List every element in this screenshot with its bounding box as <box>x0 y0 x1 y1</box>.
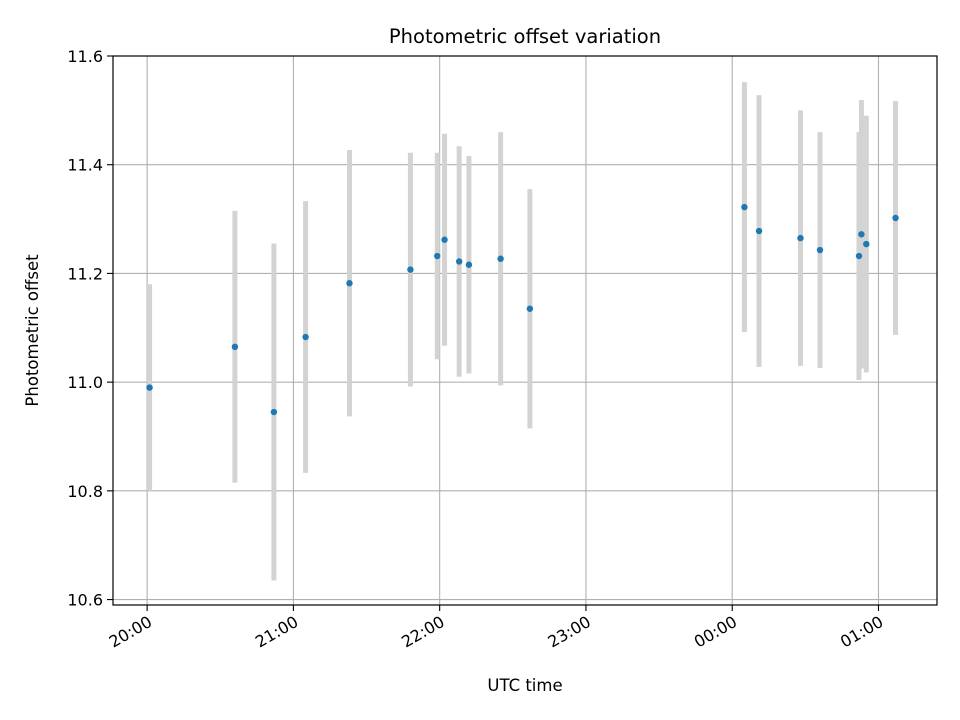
data-point <box>146 384 153 391</box>
y-tick-label: 11.6 <box>67 47 103 66</box>
data-point <box>526 305 534 312</box>
y-tick-label: 11.2 <box>67 264 103 283</box>
data-point <box>855 252 863 260</box>
y-axis-label: Photometric offset <box>23 254 42 407</box>
data-point <box>858 231 865 238</box>
y-tick-label: 11.4 <box>67 156 103 175</box>
y-axis-ticks: 10.6 10.8 11.0 11.2 11.4 11.6 <box>67 47 113 610</box>
data-point <box>863 240 870 248</box>
data-point <box>455 258 463 265</box>
data-point <box>816 246 824 254</box>
plot-frame <box>112 55 938 606</box>
y-tick-label: 10.8 <box>67 482 103 501</box>
y-tick-label: 11.0 <box>67 373 103 392</box>
data-point <box>797 234 804 242</box>
data-point <box>741 203 748 211</box>
data-point <box>755 227 763 235</box>
data-point <box>231 343 239 351</box>
data-points <box>146 203 899 416</box>
data-point <box>346 280 353 287</box>
y-tick-label: 10.6 <box>67 591 103 610</box>
data-point <box>892 214 899 222</box>
data-point <box>407 266 414 273</box>
data-point <box>302 333 309 341</box>
data-point <box>434 252 441 260</box>
data-point <box>465 261 473 268</box>
chart-title: Photometric offset variation <box>389 25 661 48</box>
data-point <box>497 255 504 262</box>
x-axis-label: UTC time <box>487 676 562 695</box>
data-point <box>441 236 448 243</box>
data-point <box>270 408 278 416</box>
